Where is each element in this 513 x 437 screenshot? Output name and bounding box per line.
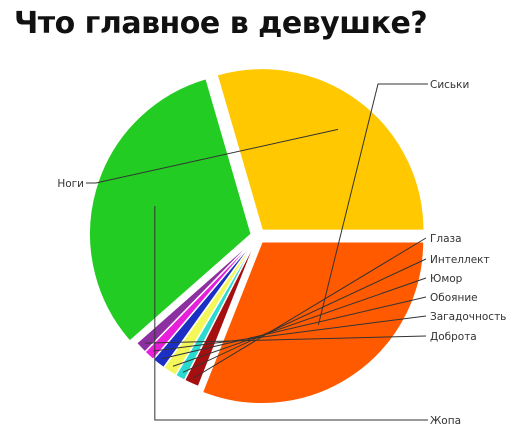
pie-slices — [88, 67, 425, 405]
slice-label: Доброта — [430, 331, 477, 343]
chart-title: Что главное в девушке? — [14, 6, 428, 41]
leader-lines — [86, 83, 428, 421]
slice-label: Ноги — [57, 178, 84, 190]
leader-line — [162, 296, 427, 360]
leader-line — [153, 315, 427, 352]
slice-labels: Сиськи Глаза Интеллект Юмор Обояние Загадочно… — [57, 79, 506, 427]
leader-line — [154, 206, 428, 421]
slice-label: Обояние — [430, 292, 478, 304]
leader-line — [193, 237, 427, 379]
slice-label: Жопа — [430, 415, 461, 427]
pie-slice — [135, 235, 259, 354]
leader-line — [86, 128, 339, 184]
slice-label: Юмор — [430, 273, 463, 285]
slice-label: Глаза — [430, 233, 462, 245]
slice-label: Интеллект — [430, 254, 490, 266]
leader-line — [317, 83, 428, 325]
slice-label: Сиськи — [430, 79, 469, 91]
slice-label: Загадочность — [430, 311, 506, 323]
leader-line — [182, 258, 427, 373]
pie-slice — [88, 77, 253, 343]
pie-slice — [216, 67, 425, 232]
leader-line — [145, 335, 427, 344]
leader-line — [172, 277, 427, 367]
